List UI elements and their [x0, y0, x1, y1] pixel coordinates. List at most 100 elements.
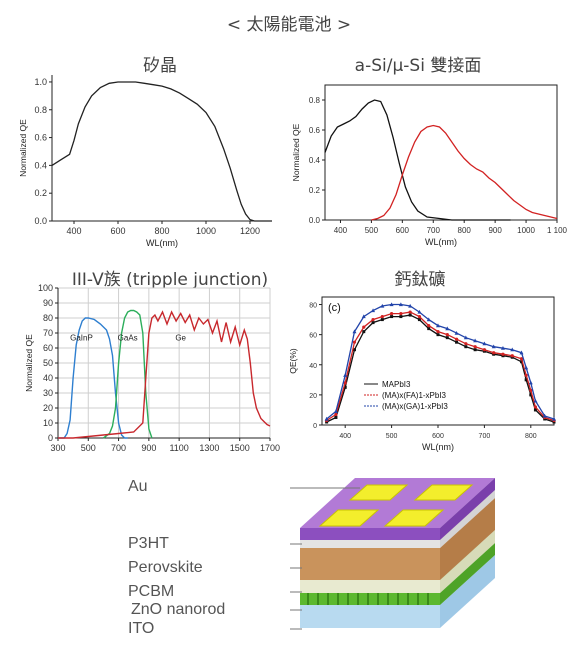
data-point	[408, 310, 412, 314]
data-point	[445, 326, 450, 331]
layer-label-zno: ZnO nanorod	[131, 601, 226, 618]
x-tick-label: 400	[66, 226, 81, 236]
data-point	[533, 405, 538, 409]
y-tick-label: 0	[48, 433, 53, 443]
layer-label-pcbm: PCBM	[128, 583, 175, 600]
y-tick-label: 0.8	[309, 96, 321, 105]
chart-title-iiiv: III-V族 (tripple junction)	[71, 270, 269, 290]
y-tick-label: 0.0	[34, 216, 47, 226]
data-point	[408, 303, 413, 308]
legend-entry: (MA)x(GA)1-xPbI3	[382, 402, 448, 411]
x-axis-label: WL(nm)	[425, 237, 457, 247]
layer-label-au: Au	[128, 478, 148, 495]
device-stack-illustration	[290, 478, 495, 630]
data-point	[343, 385, 347, 389]
data-point	[436, 333, 440, 337]
data-point	[380, 318, 384, 322]
x-tick-label: 400	[334, 226, 348, 235]
data-point	[426, 317, 431, 322]
data-point	[500, 346, 505, 350]
data-point	[501, 352, 505, 356]
y-tick-label: 0.6	[309, 126, 321, 135]
y-tick-label: 0.2	[34, 188, 47, 198]
y-tick-label: 80	[309, 303, 317, 310]
data-point	[529, 388, 533, 392]
chart-perov: 400 500 600 700 800 0 20 40 60 80 WL(nm) QE(%) (c) MA…	[289, 296, 556, 452]
y-tick-label: 80	[43, 313, 53, 323]
data-point	[390, 311, 394, 316]
data-point	[324, 416, 329, 421]
x-tick-label: 1100	[169, 443, 188, 453]
y-tick-label: 100	[38, 283, 53, 293]
series-annotation: GaInP	[70, 334, 93, 343]
data-point	[510, 354, 514, 358]
chart-title-si: 矽晶	[143, 56, 177, 76]
x-tick-label: 700	[479, 433, 491, 440]
data-point	[473, 338, 478, 343]
x-tick-label: 1000	[517, 226, 535, 235]
x-tick-label: 800	[458, 226, 472, 235]
data-point	[492, 351, 496, 355]
data-point	[371, 308, 376, 313]
x-tick-label: 1500	[230, 443, 250, 453]
data-point	[334, 415, 338, 419]
data-point	[398, 302, 403, 307]
data-point	[482, 348, 486, 352]
x-tick-label: 1300	[199, 443, 219, 453]
data-point	[463, 335, 468, 340]
y-tick-label: 0.2	[309, 186, 321, 195]
data-point	[371, 317, 375, 322]
data-point	[464, 342, 468, 346]
x-tick-label: 500	[365, 226, 379, 235]
x-tick-label: 1 100	[547, 226, 568, 235]
data-point	[352, 348, 356, 352]
data-point	[399, 311, 403, 316]
data-point	[436, 330, 440, 334]
data-point	[417, 314, 422, 319]
data-point	[552, 416, 556, 421]
data-point	[482, 341, 487, 346]
x-tick-label: 600	[110, 226, 125, 236]
y-tick-label: 40	[43, 373, 53, 383]
y-tick-label: 0	[313, 423, 317, 430]
data-point	[380, 314, 384, 319]
chart-title-perov: 鈣鈦礦	[394, 270, 446, 290]
series-line	[324, 99, 511, 221]
x-tick-label: 800	[154, 226, 169, 236]
series-line	[371, 124, 558, 221]
y-tick-label: 20	[309, 393, 317, 400]
layer-label-ito: ITO	[128, 620, 155, 637]
series-line	[102, 309, 153, 439]
data-point	[510, 347, 515, 352]
series-annotation: GaAs	[118, 334, 138, 343]
chart-si: 400 600 800 1000 1200 0.0 0.2 0.4 0.6 0.8 1.0 WL(nm…	[18, 75, 272, 248]
data-point	[343, 381, 347, 385]
legend-entry: (MA)x(FA)1-xPbI3	[382, 391, 447, 400]
y-axis-label: Normalized QE	[18, 119, 28, 177]
chart-iiiv: 300 500 700 900 1100 1300 1500 1700 0 10 20 30 40 50 6…	[24, 283, 280, 453]
y-tick-label: 50	[43, 358, 53, 368]
series-annotation: Ge	[175, 334, 186, 343]
data-point	[529, 393, 533, 397]
data-point	[352, 329, 357, 334]
layer-label-perovskite: Perovskite	[128, 559, 203, 576]
panel-label: (c)	[328, 302, 341, 314]
x-tick-label: 1000	[196, 226, 216, 236]
data-point	[334, 412, 338, 417]
data-point	[436, 323, 440, 328]
data-point	[408, 313, 412, 317]
data-point	[380, 303, 385, 308]
x-tick-label: 1200	[240, 226, 260, 236]
data-point	[519, 350, 524, 355]
data-point	[473, 345, 477, 349]
layer-label-p3ht: P3HT	[128, 535, 169, 552]
y-tick-label: 90	[43, 298, 53, 308]
data-point	[417, 318, 421, 322]
y-tick-label: 0.4	[309, 156, 321, 165]
data-point	[455, 340, 459, 344]
data-point	[352, 340, 357, 344]
data-point	[524, 378, 528, 382]
data-point	[389, 302, 394, 307]
x-tick-label: 800	[525, 433, 537, 440]
x-tick-label: 900	[141, 443, 156, 453]
